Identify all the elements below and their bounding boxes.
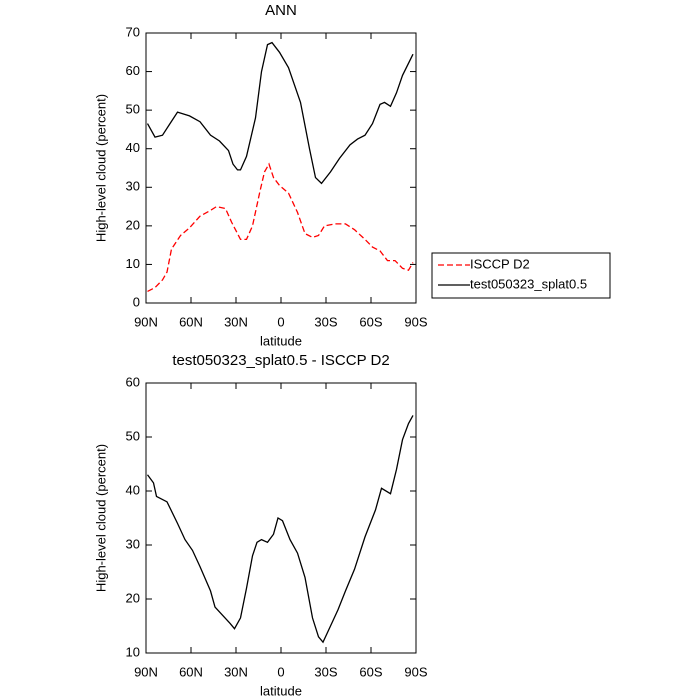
x-tick-label: 30S — [314, 314, 337, 329]
x-tick-label: 60S — [359, 664, 382, 679]
x-axis-label: latitude — [260, 333, 302, 348]
x-tick-label: 0 — [277, 664, 284, 679]
y-axis-label: High-level cloud (percent) — [93, 94, 108, 242]
data-line — [147, 162, 414, 292]
plot-frame — [145, 32, 417, 304]
x-tick-label: 30N — [224, 664, 248, 679]
x-tick-label: 60N — [179, 664, 203, 679]
x-tick-label: 60S — [359, 314, 382, 329]
legend-label: test050323_splat0.5 — [470, 276, 587, 291]
x-tick-label: 90N — [134, 314, 158, 329]
x-tick-label: 90N — [134, 664, 158, 679]
plot-frame — [145, 382, 417, 654]
y-tick-label: 20 — [126, 217, 140, 232]
y-tick-label: 60 — [126, 63, 140, 78]
y-tick-label: 10 — [126, 644, 140, 659]
y-tick-label: 50 — [126, 428, 140, 443]
data-line — [146, 415, 414, 644]
y-tick-label: 40 — [126, 140, 140, 155]
x-axis-label: latitude — [260, 683, 302, 698]
y-tick-label: 10 — [126, 256, 140, 271]
data-line — [146, 41, 414, 185]
x-tick-label: 30N — [224, 314, 248, 329]
y-tick-label: 50 — [126, 102, 140, 117]
y-tick-label: 0 — [133, 294, 140, 309]
x-tick-label: 30S — [314, 664, 337, 679]
y-axis-label: High-level cloud (percent) — [93, 444, 108, 592]
chart-title: test050323_splat0.5 - ISCCP D2 — [172, 352, 389, 369]
y-tick-label: 70 — [126, 24, 140, 39]
x-tick-label: 90S — [404, 314, 427, 329]
legend-box — [431, 252, 611, 299]
x-tick-label: 60N — [179, 314, 203, 329]
y-tick-label: 40 — [126, 482, 140, 497]
legend-label: ISCCP D2 — [470, 256, 530, 271]
x-tick-label: 0 — [277, 314, 284, 329]
y-tick-label: 30 — [126, 536, 140, 551]
x-tick-label: 90S — [404, 664, 427, 679]
y-tick-label: 20 — [126, 590, 140, 605]
y-tick-label: 60 — [126, 374, 140, 389]
chart-title: ANN — [265, 2, 297, 19]
y-tick-label: 30 — [126, 179, 140, 194]
